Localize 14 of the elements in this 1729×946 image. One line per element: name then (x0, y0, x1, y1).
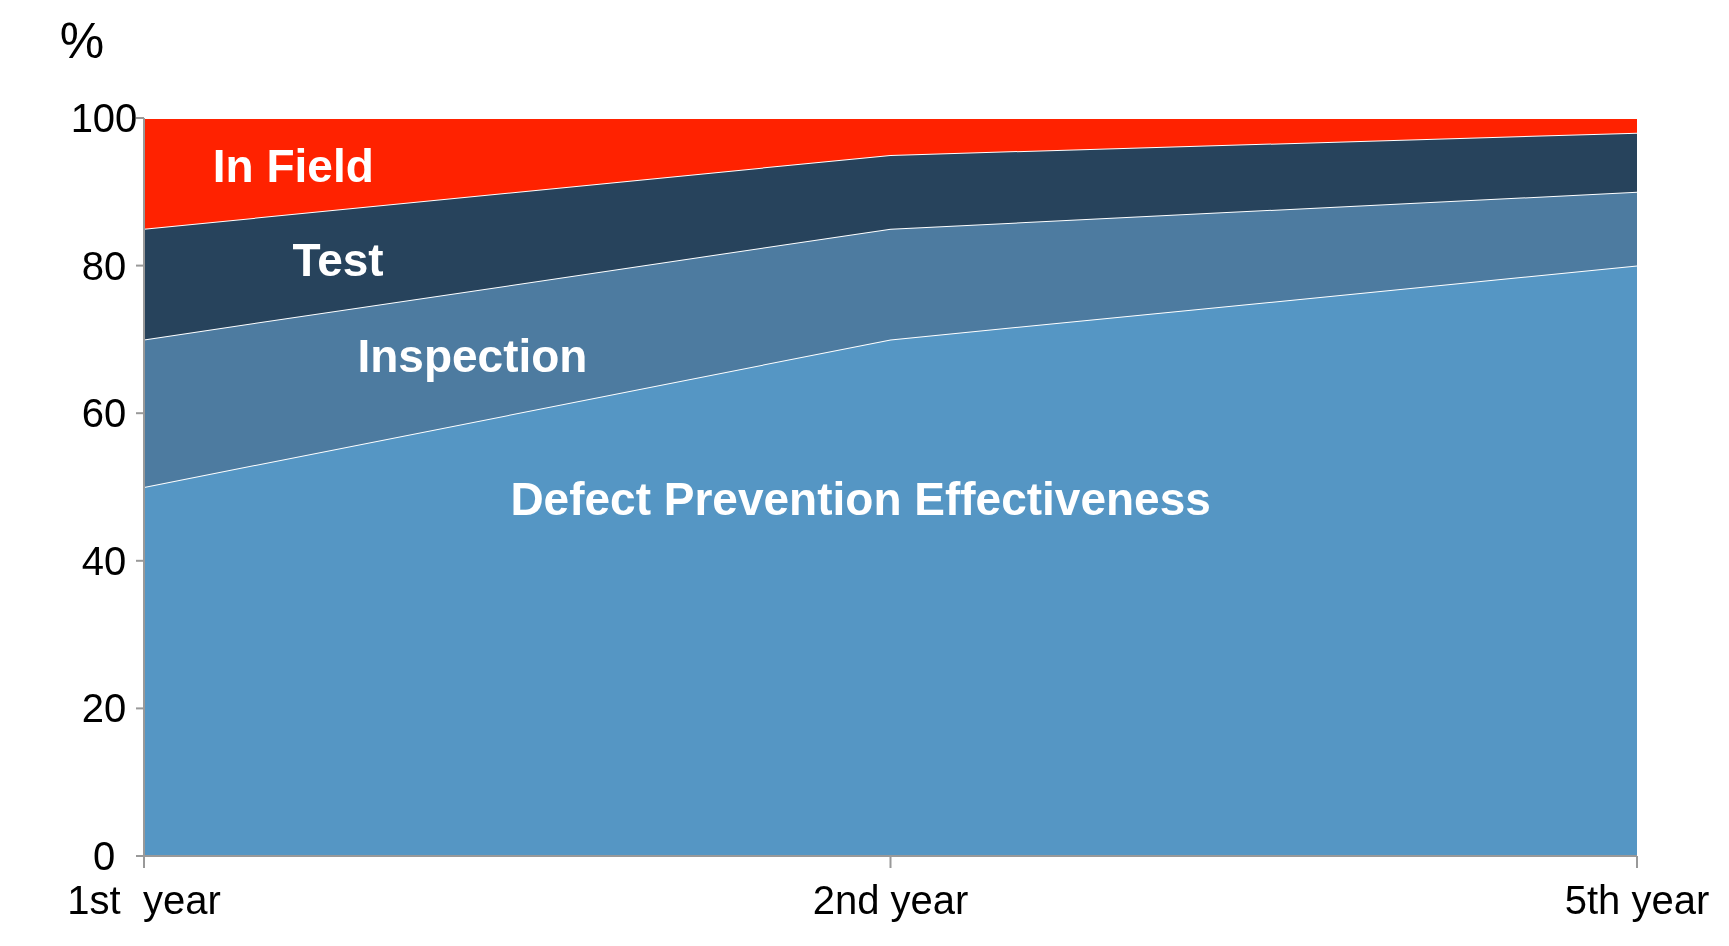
y-tick-label: 0 (92, 834, 116, 878)
y-axis-title: % (59, 13, 105, 69)
x-tick-label: 1st year (67, 878, 221, 922)
y-tick-label: 20 (81, 686, 127, 731)
series-label: Defect Prevention Effectiveness (510, 472, 1211, 525)
y-tick-label: 40 (81, 538, 127, 583)
y-tick-label: 60 (81, 391, 127, 436)
y-tick-label: 80 (81, 243, 127, 288)
x-tick-label: 5th year (1564, 878, 1710, 922)
y-tick-label: 100 (70, 96, 138, 140)
series-label: Inspection (357, 330, 588, 383)
x-tick-label: 2nd year (812, 878, 969, 922)
series-label: In Field (212, 140, 374, 193)
series-label: Test (292, 234, 384, 287)
